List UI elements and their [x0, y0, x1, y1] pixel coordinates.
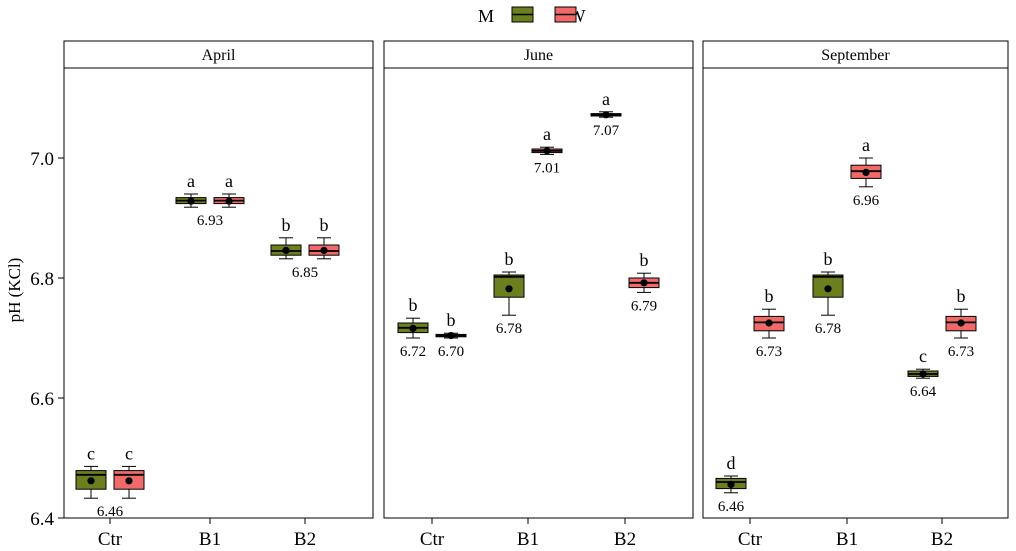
strip-label: April — [202, 47, 236, 64]
mean-value-label: 6.96 — [853, 193, 880, 209]
box-b1-M: b — [493, 249, 525, 316]
y-tick-label: 6.6 — [30, 389, 54, 410]
mean-value-label: 6.79 — [631, 298, 657, 314]
mean-value-label: 6.46 — [718, 499, 745, 515]
panel-september: September Ctr B1 B2 d b b a c b 6.46 6.73 6.78 6.96 6.… — [702, 40, 1009, 550]
mean-point — [543, 147, 551, 155]
mean-point — [862, 168, 870, 176]
strip-june — [383, 40, 694, 69]
significance-letter: a — [862, 135, 870, 155]
box-b2-W: b — [628, 250, 660, 293]
mean-value-label: 6.70 — [438, 344, 464, 360]
y-tick-label: 7.0 — [30, 149, 54, 170]
mean-point — [225, 197, 233, 205]
significance-letter: a — [225, 171, 233, 191]
x-tick-label: Ctr — [420, 529, 445, 550]
significance-letter: d — [727, 453, 736, 473]
significance-letter: a — [543, 124, 551, 144]
mean-point — [447, 332, 455, 340]
y-axis: 6.4 6.6 6.8 7.0 — [30, 149, 64, 530]
x-tick-label: B2 — [614, 529, 636, 550]
box-ctr-W: c — [113, 443, 145, 499]
box-b1-W: a — [850, 135, 882, 188]
mean-point — [187, 197, 195, 205]
box-b1-W: a — [213, 171, 245, 208]
x-tick-label: B2 — [294, 529, 316, 550]
significance-letter: b — [957, 286, 966, 306]
box-ctr-M: c — [75, 443, 107, 499]
strip-label: June — [524, 47, 553, 64]
box-b2-M: b — [270, 215, 302, 260]
mean-point — [602, 111, 610, 119]
mean-point — [727, 480, 735, 488]
box-b2-M: a — [590, 89, 622, 119]
mean-value-label: 6.64 — [910, 384, 937, 400]
mean-point — [919, 370, 927, 378]
mean-value-label: 6.78 — [815, 321, 841, 337]
box-ctr-M: b — [397, 295, 429, 339]
panel-april: April Ctr B1 B2 c c a a b b 6.46 6.93 6.85 — [63, 40, 374, 550]
significance-letter: b — [765, 286, 774, 306]
x-tick-label: B2 — [931, 529, 953, 550]
x-tick-label: Ctr — [98, 529, 123, 550]
significance-letter: b — [320, 215, 329, 235]
mean-point — [282, 246, 290, 254]
box-b1-M: b — [812, 249, 844, 316]
x-tick-label: B1 — [517, 529, 539, 550]
strip-label: September — [821, 47, 890, 64]
significance-letter: b — [505, 249, 514, 269]
significance-letter: b — [409, 295, 418, 315]
mean-point — [409, 324, 417, 332]
mean-point — [505, 285, 513, 293]
mean-value-label: 6.46 — [97, 504, 124, 520]
x-tick-label: B1 — [199, 529, 221, 550]
mean-point — [87, 477, 95, 485]
panel-frame — [383, 67, 694, 519]
mean-value-label: 6.73 — [948, 344, 974, 360]
panel-frame — [63, 67, 374, 519]
box-b2-M: c — [907, 346, 939, 379]
significance-letter: a — [187, 171, 195, 191]
box-b2-W: b — [945, 286, 977, 339]
mean-point — [125, 477, 133, 485]
box-ctr-W: b — [753, 286, 785, 339]
significance-letter: c — [87, 443, 95, 463]
box-b2-W: b — [308, 215, 340, 260]
mean-value-label: 6.78 — [496, 321, 522, 337]
mean-value-label: 6.85 — [292, 265, 318, 281]
panel-frame — [702, 67, 1009, 519]
mean-point — [640, 279, 648, 287]
mean-value-label: 6.72 — [400, 344, 426, 360]
mean-value-label: 6.93 — [197, 213, 223, 229]
legend-label-M: M — [478, 6, 494, 26]
strip-april — [63, 40, 374, 69]
mean-value-label: 7.01 — [534, 160, 560, 176]
mean-value-label: 7.07 — [593, 123, 620, 139]
significance-letter: a — [602, 89, 610, 109]
y-tick-label: 6.8 — [30, 269, 54, 290]
significance-letter: c — [125, 443, 133, 463]
mean-point — [824, 285, 832, 293]
x-tick-label: B1 — [836, 529, 858, 550]
significance-letter: b — [824, 249, 833, 269]
facet-panels: April Ctr B1 B2 c c a a b b 6.46 6.93 6.85 June Ctr B1 B… — [63, 40, 1009, 550]
panel-june: June Ctr B1 B2 b b b a b a 6.72 6.70 6.78 7.01 7.07 6.7… — [383, 40, 694, 550]
mean-point — [957, 319, 965, 327]
box-ctr-W: b — [435, 310, 467, 340]
significance-letter: b — [640, 250, 649, 270]
x-tick-label: Ctr — [738, 529, 763, 550]
significance-letter: b — [447, 310, 456, 330]
significance-letter: c — [919, 346, 927, 366]
box-b1-M: a — [175, 171, 207, 208]
mean-point — [320, 246, 328, 254]
mean-value-label: 6.73 — [756, 344, 782, 360]
significance-letter: b — [282, 215, 291, 235]
box-b1-W: a — [531, 124, 563, 155]
mean-point — [765, 319, 773, 327]
box-ctr-M: d — [715, 453, 747, 494]
y-axis-label: pH (KCl) — [5, 258, 24, 323]
y-tick-label: 6.4 — [30, 509, 54, 530]
